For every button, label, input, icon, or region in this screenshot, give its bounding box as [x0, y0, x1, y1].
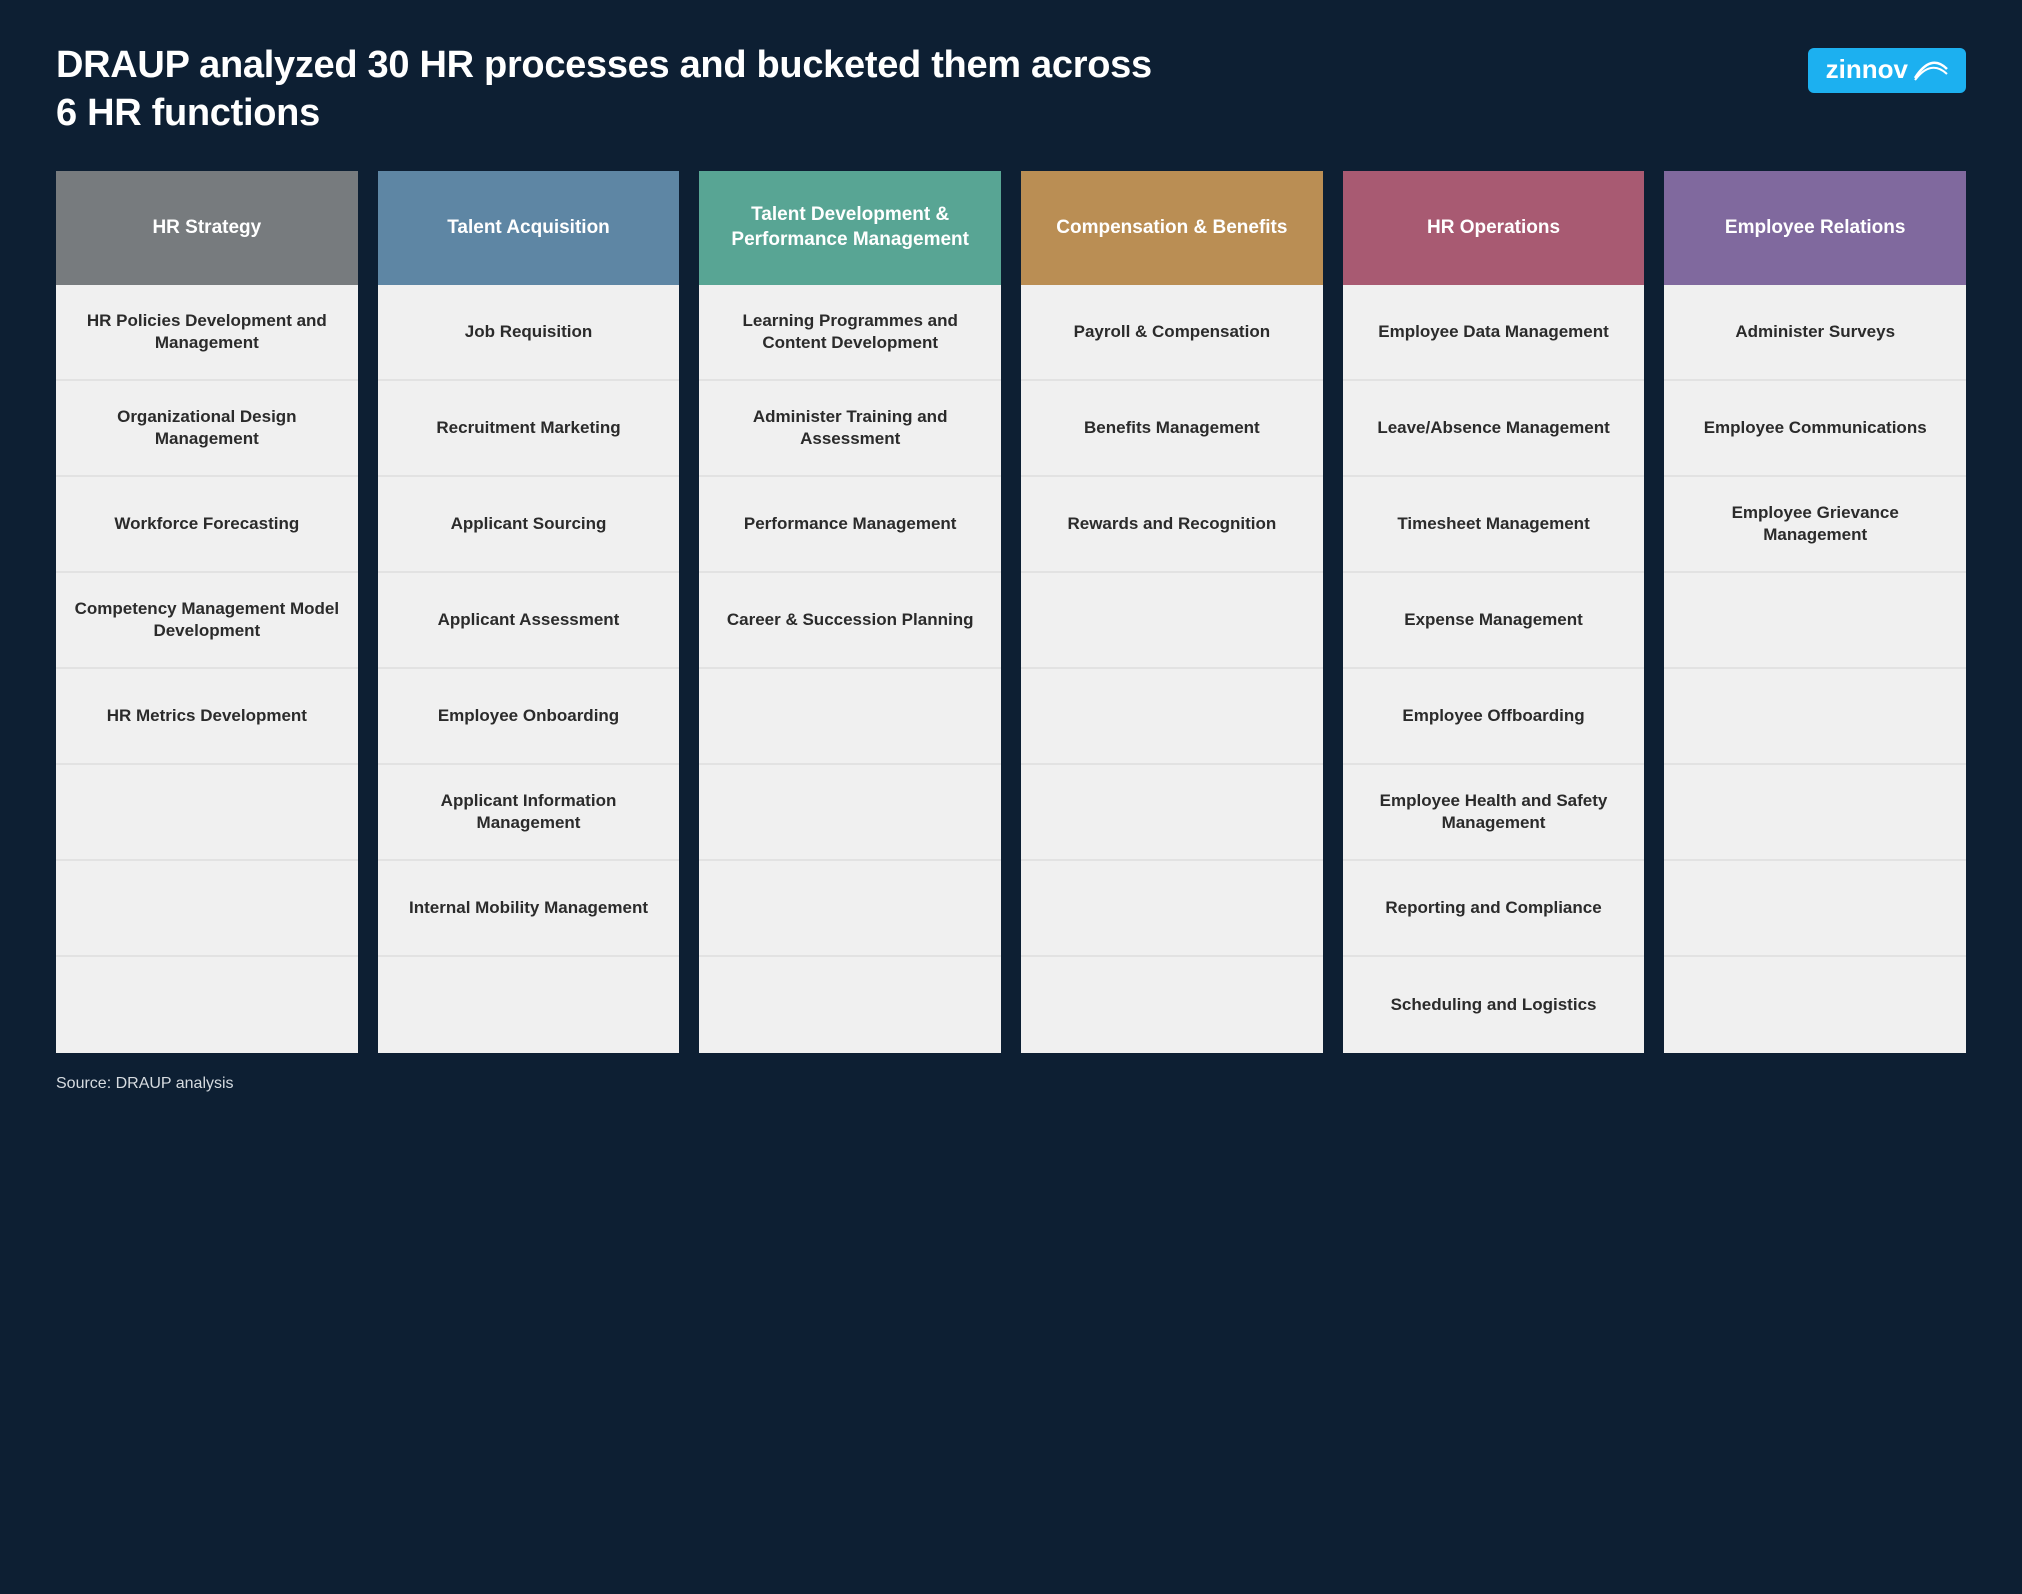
process-cell: Employee Offboarding	[1343, 669, 1645, 765]
empty-cell	[1664, 765, 1966, 861]
process-cell: Performance Management	[699, 477, 1001, 573]
source-note: Source: DRAUP analysis	[56, 1075, 1966, 1093]
process-cell: HR Metrics Development	[56, 669, 358, 765]
process-cell: Applicant Assessment	[378, 573, 680, 669]
process-cell: Expense Management	[1343, 573, 1645, 669]
column-header: Employee Relations	[1664, 171, 1966, 285]
logo-arc-icon	[1914, 59, 1948, 81]
process-cell: Learning Programmes and Content Developm…	[699, 285, 1001, 381]
process-cell: Rewards and Recognition	[1021, 477, 1323, 573]
columns-container: HR StrategyHR Policies Development and M…	[56, 171, 1966, 1053]
empty-cell	[1021, 861, 1323, 957]
process-cell: Timesheet Management	[1343, 477, 1645, 573]
empty-cell	[378, 957, 680, 1053]
empty-cell	[699, 861, 1001, 957]
column: Talent AcquisitionJob RequisitionRecruit…	[378, 171, 680, 1053]
process-cell: Employee Health and Safety Management	[1343, 765, 1645, 861]
column-header: HR Strategy	[56, 171, 358, 285]
empty-cell	[1021, 957, 1323, 1053]
empty-cell	[699, 669, 1001, 765]
page-title: DRAUP analyzed 30 HR processes and bucke…	[56, 42, 1156, 137]
empty-cell	[56, 957, 358, 1053]
empty-cell	[1664, 957, 1966, 1053]
column: HR OperationsEmployee Data ManagementLea…	[1343, 171, 1645, 1053]
process-cell: Benefits Management	[1021, 381, 1323, 477]
process-cell: Applicant Information Management	[378, 765, 680, 861]
column: HR StrategyHR Policies Development and M…	[56, 171, 358, 1053]
column-header: HR Operations	[1343, 171, 1645, 285]
process-cell: Workforce Forecasting	[56, 477, 358, 573]
process-cell: Competency Management Model Development	[56, 573, 358, 669]
empty-cell	[1664, 669, 1966, 765]
empty-cell	[56, 861, 358, 957]
process-cell: Employee Onboarding	[378, 669, 680, 765]
process-cell: Applicant Sourcing	[378, 477, 680, 573]
empty-cell	[56, 765, 358, 861]
process-cell: Scheduling and Logistics	[1343, 957, 1645, 1053]
process-cell: Administer Surveys	[1664, 285, 1966, 381]
empty-cell	[699, 957, 1001, 1053]
process-cell: Employee Communications	[1664, 381, 1966, 477]
column: Employee RelationsAdminister SurveysEmpl…	[1664, 171, 1966, 1053]
empty-cell	[699, 765, 1001, 861]
process-cell: Organizational Design Management	[56, 381, 358, 477]
logo-text: zinnov	[1826, 54, 1908, 85]
process-cell: Employee Data Management	[1343, 285, 1645, 381]
empty-cell	[1664, 861, 1966, 957]
column: Talent Development & Performance Managem…	[699, 171, 1001, 1053]
empty-cell	[1021, 573, 1323, 669]
header-row: DRAUP analyzed 30 HR processes and bucke…	[56, 42, 1966, 137]
column-header: Talent Acquisition	[378, 171, 680, 285]
process-cell: Employee Grievance Management	[1664, 477, 1966, 573]
column-header: Talent Development & Performance Managem…	[699, 171, 1001, 285]
process-cell: Recruitment Marketing	[378, 381, 680, 477]
process-cell: Internal Mobility Management	[378, 861, 680, 957]
empty-cell	[1021, 765, 1323, 861]
process-cell: Payroll & Compensation	[1021, 285, 1323, 381]
process-cell: Administer Training and Assessment	[699, 381, 1001, 477]
empty-cell	[1664, 573, 1966, 669]
zinnov-logo: zinnov	[1808, 48, 1966, 93]
column-header: Compensation & Benefits	[1021, 171, 1323, 285]
process-cell: Job Requisition	[378, 285, 680, 381]
process-cell: Reporting and Compliance	[1343, 861, 1645, 957]
empty-cell	[1021, 669, 1323, 765]
process-cell: Career & Succession Planning	[699, 573, 1001, 669]
process-cell: Leave/Absence Management	[1343, 381, 1645, 477]
process-cell: HR Policies Development and Management	[56, 285, 358, 381]
column: Compensation & BenefitsPayroll & Compens…	[1021, 171, 1323, 1053]
